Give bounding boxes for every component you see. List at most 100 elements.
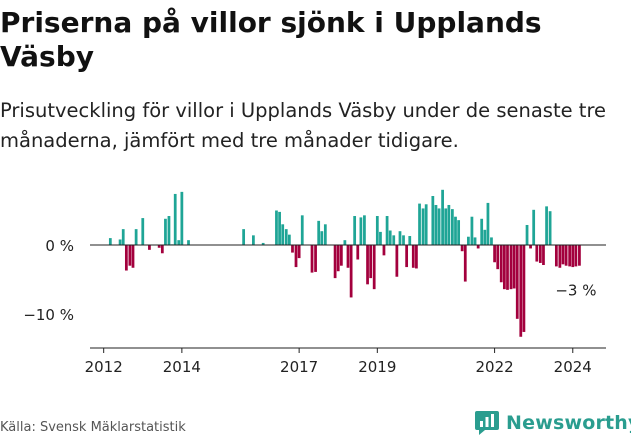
bar	[310, 245, 314, 273]
bar	[160, 245, 164, 254]
bar	[525, 224, 529, 245]
y-tick-label: 0 %	[45, 237, 74, 255]
bar	[405, 245, 409, 268]
bar	[385, 216, 389, 245]
bar	[431, 196, 435, 245]
bar	[554, 245, 558, 267]
bar	[177, 240, 181, 245]
bar	[187, 240, 190, 245]
bar	[369, 245, 373, 279]
bar	[131, 245, 135, 268]
bar	[532, 209, 536, 245]
bar	[278, 211, 281, 245]
x-tick-label: 2022	[475, 358, 513, 376]
bar	[359, 217, 363, 245]
bar	[281, 224, 285, 245]
bar	[542, 245, 545, 266]
bar	[476, 245, 480, 249]
bar	[470, 216, 474, 245]
bar	[336, 245, 340, 272]
bar	[339, 245, 343, 266]
source-note: Källa: Svensk Mäklarstatistik	[0, 420, 186, 435]
bars-layer	[108, 189, 581, 337]
bar	[242, 229, 246, 245]
x-tick-label: 2024	[554, 358, 592, 376]
newsworthy-logo: Newsworthy	[474, 408, 631, 438]
bar	[108, 238, 112, 245]
bar	[388, 230, 392, 245]
bar	[382, 245, 386, 256]
bar	[343, 240, 347, 245]
bar	[157, 245, 161, 248]
bar	[548, 211, 552, 245]
bar	[300, 215, 304, 245]
bar	[124, 245, 128, 271]
bar	[297, 245, 301, 259]
bar	[483, 229, 487, 245]
bar	[317, 220, 321, 245]
bar	[529, 245, 532, 249]
bar	[571, 245, 575, 268]
x-tick-label: 2019	[358, 358, 396, 376]
bar	[402, 235, 405, 245]
bar	[493, 245, 496, 263]
bar	[128, 245, 132, 266]
bar	[134, 229, 138, 245]
chart-title: Priserna på villor sjönk i Upplands Väsb…	[0, 6, 542, 73]
bar	[509, 245, 513, 290]
bar	[291, 245, 294, 253]
bar	[447, 204, 451, 245]
bar	[467, 236, 470, 245]
bar	[408, 236, 412, 245]
newsworthy-logo-icon	[475, 411, 499, 435]
x-tick-label: 2017	[280, 358, 318, 376]
bar	[164, 218, 167, 245]
bar	[363, 215, 366, 245]
bar	[167, 216, 171, 245]
bar	[372, 245, 376, 290]
bar	[418, 203, 421, 245]
bar	[353, 216, 357, 245]
bar	[457, 220, 461, 245]
bar	[486, 202, 490, 245]
x-tick-label: 2012	[85, 358, 123, 376]
bar	[561, 245, 565, 265]
bar	[519, 245, 523, 337]
bar	[356, 245, 360, 260]
bar	[460, 245, 464, 252]
x-tick-label: 2014	[163, 358, 201, 376]
bar	[323, 224, 327, 245]
bar	[180, 191, 184, 245]
bar	[314, 245, 317, 272]
bar	[535, 245, 539, 262]
bar	[320, 231, 324, 245]
bar	[375, 216, 379, 245]
bar	[411, 245, 415, 268]
bar	[515, 245, 519, 319]
bar	[463, 245, 467, 282]
bar	[118, 239, 122, 245]
bar	[574, 245, 578, 267]
bar-chart: 2012 2014 2017 2019 2022 2024 0 % −10 % −3 %	[23, 189, 606, 376]
bar	[287, 234, 291, 245]
bar	[502, 245, 506, 290]
bar	[148, 245, 151, 250]
bar	[395, 245, 399, 277]
bar	[398, 231, 402, 245]
bar	[366, 245, 369, 285]
y-axis-labels: 0 % −10 %	[23, 237, 74, 324]
bar	[564, 245, 568, 266]
bar	[437, 208, 441, 245]
bar	[512, 245, 516, 289]
bar	[421, 208, 425, 245]
y-tick-label: −10 %	[23, 306, 74, 324]
bar	[252, 235, 255, 245]
bar	[275, 210, 278, 245]
bar	[444, 208, 448, 245]
bar	[415, 245, 418, 269]
bar	[424, 204, 428, 245]
bar	[496, 245, 500, 270]
bar	[349, 245, 353, 298]
bar	[558, 245, 562, 268]
bar	[538, 245, 542, 263]
